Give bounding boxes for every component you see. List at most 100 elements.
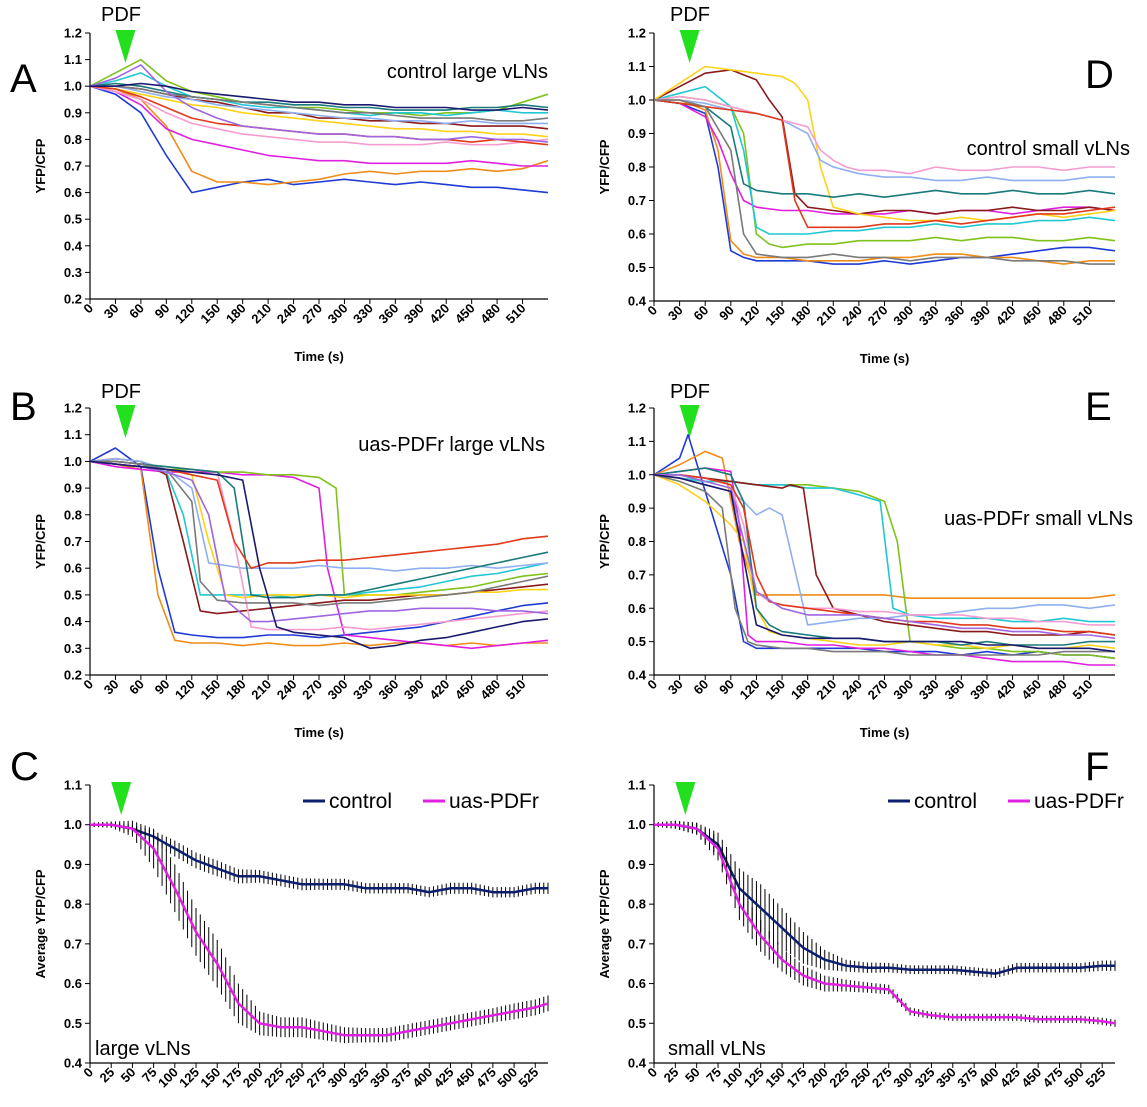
x-tick-label: 60 — [126, 301, 147, 322]
y-tick-label: 0.9 — [64, 857, 82, 872]
trace-line — [90, 82, 549, 111]
panel-letter: D — [1085, 53, 1114, 97]
x-tick-label: 50 — [682, 1065, 703, 1086]
y-tick-label: 0.4 — [64, 238, 83, 253]
trace-line — [90, 82, 549, 111]
x-tick-label: 360 — [376, 677, 402, 703]
panel-b: 0.2 0.3 0.4 0.5 0.6 0.7 0.8 0.9 1.0 1.1 1.2 0 30 60 90… — [10, 381, 549, 740]
series-line-control — [90, 823, 548, 894]
legend-label-uas-pdfr: uas-PDFr — [1034, 790, 1124, 813]
y-tick-label: 0.5 — [64, 212, 82, 227]
x-tick-label: 100 — [720, 1065, 746, 1091]
x-tick-label: 180 — [223, 677, 249, 703]
x-tick-label: 360 — [942, 677, 968, 703]
x-tick-label: 510 — [503, 677, 529, 703]
trace-line — [90, 85, 548, 167]
x-tick-label: 270 — [299, 301, 325, 327]
stimulus-marker-icon — [679, 405, 700, 438]
x-tick-label: 60 — [691, 303, 712, 324]
y-tick-label: 1.1 — [628, 778, 646, 793]
x-tick-label: 500 — [1061, 1065, 1087, 1091]
trace-line — [90, 460, 549, 650]
y-tick-label: 1.2 — [628, 401, 646, 416]
x-tick-label: 325 — [346, 1065, 372, 1091]
y-tick-label: 0.2 — [64, 292, 82, 307]
x-tick-label: 120 — [172, 677, 198, 703]
y-tick-label: 0.5 — [628, 1016, 646, 1031]
y-tick-label: 0.7 — [64, 534, 82, 549]
stimulus-marker-icon — [115, 30, 136, 63]
y-tick-label: 1.2 — [628, 26, 646, 41]
x-tick-label: 150 — [762, 1065, 788, 1091]
trace-line — [90, 447, 549, 639]
y-tick-label: 1.1 — [628, 434, 646, 449]
x-tick-label: 480 — [1044, 303, 1070, 329]
x-tick-label: 0 — [644, 677, 660, 693]
x-tick-label: 425 — [997, 1065, 1023, 1091]
y-tick-label: 0.5 — [628, 260, 646, 275]
x-tick-label: 120 — [737, 677, 763, 703]
x-axis-title: Time (s) — [294, 349, 344, 364]
x-tick-label: 210 — [248, 301, 274, 327]
trace-line — [90, 85, 549, 146]
pdf-label: PDF — [670, 4, 710, 26]
x-tick-label: 210 — [248, 677, 274, 703]
x-tick-label: 0 — [80, 1065, 96, 1081]
y-tick-label: 0.8 — [628, 534, 646, 549]
y-tick-label: 1.0 — [628, 817, 646, 832]
stimulus-marker-icon — [679, 30, 700, 63]
x-tick-label: 475 — [1040, 1065, 1066, 1091]
trace-line — [654, 99, 1116, 198]
y-tick-label: 0.4 — [628, 668, 647, 683]
y-axis-title: YFP/CFP — [33, 514, 48, 569]
x-tick-label: 450 — [452, 677, 478, 703]
stimulus-marker-icon — [115, 405, 136, 438]
y-tick-label: 0.3 — [64, 641, 82, 656]
x-tick-label: 325 — [912, 1065, 938, 1091]
pdf-label: PDF — [670, 381, 710, 403]
trace-line — [90, 460, 548, 599]
stimulus-marker-icon — [111, 782, 132, 815]
y-tick-label: 0.8 — [64, 507, 82, 522]
y-axis-title: YFP/CFP — [33, 138, 48, 193]
x-tick-label: 250 — [848, 1065, 874, 1091]
trace-line — [90, 457, 549, 572]
x-tick-label: 225 — [826, 1065, 852, 1091]
x-tick-label: 150 — [197, 1065, 223, 1091]
x-tick-label: 30 — [665, 303, 686, 324]
x-tick-label: 0 — [80, 301, 96, 317]
stimulus-marker-icon — [675, 782, 696, 815]
legend-label-control: control — [329, 790, 392, 813]
y-axis-title: Average YFP/CFP — [33, 869, 48, 978]
x-tick-label: 120 — [172, 301, 198, 327]
x-tick-label: 375 — [954, 1065, 980, 1091]
trace-line — [90, 460, 549, 599]
y-tick-label: 0.6 — [64, 561, 82, 576]
x-axis-title: Time (s) — [294, 725, 344, 740]
trace-line — [654, 433, 1116, 660]
trace-line — [654, 474, 1116, 660]
y-axis-title: Average YFP/CFP — [597, 869, 612, 978]
x-tick-label: 125 — [741, 1065, 767, 1091]
trace-line — [654, 450, 1116, 599]
trace-line — [90, 460, 549, 650]
x-tick-label: 420 — [993, 303, 1019, 329]
series-line-uas-pdfr — [90, 823, 549, 1037]
x-tick-label: 360 — [376, 301, 402, 327]
y-tick-label: 1.2 — [64, 26, 82, 41]
x-tick-label: 0 — [644, 1065, 660, 1081]
y-tick-label: 1.0 — [628, 467, 646, 482]
x-tick-label: 330 — [916, 303, 942, 329]
y-tick-label: 0.8 — [64, 132, 82, 147]
trace-line — [654, 474, 1115, 656]
x-tick-label: 350 — [367, 1065, 393, 1091]
panel-annotation: uas-PDFr large vLNs — [358, 434, 545, 456]
x-tick-label: 30 — [101, 301, 122, 322]
x-tick-label: 300 — [325, 677, 351, 703]
y-tick-label: 0.9 — [628, 857, 646, 872]
y-tick-label: 0.5 — [64, 587, 82, 602]
y-tick-label: 1.1 — [64, 52, 82, 67]
y-tick-label: 1.1 — [64, 427, 82, 442]
x-tick-label: 420 — [426, 301, 452, 327]
pdf-label: PDF — [101, 381, 141, 403]
